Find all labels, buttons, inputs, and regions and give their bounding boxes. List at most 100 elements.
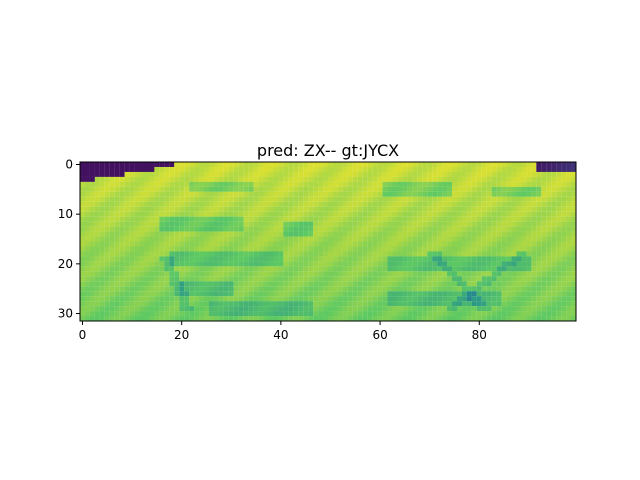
heatmap-cell (288, 201, 294, 207)
heatmap-cell (328, 176, 334, 182)
heatmap-cell (372, 211, 378, 217)
heatmap-cell (124, 311, 130, 317)
heatmap-cell (228, 211, 234, 217)
heatmap-cell (447, 211, 453, 217)
heatmap-cell (169, 281, 175, 287)
heatmap-cell (154, 176, 160, 182)
heatmap-cell (89, 166, 95, 172)
heatmap-cell (313, 186, 319, 192)
heatmap-cell (571, 226, 577, 232)
heatmap-cell (119, 246, 125, 252)
heatmap-cell (541, 181, 547, 187)
heatmap-cell (119, 311, 125, 317)
heatmap-cell (561, 191, 567, 197)
heatmap-cell (491, 286, 497, 292)
heatmap-cell (134, 261, 140, 267)
heatmap-cell (164, 276, 170, 282)
heatmap-cell (194, 266, 200, 272)
heatmap-cell (283, 196, 289, 202)
heatmap-cell (139, 236, 145, 242)
heatmap-cell (278, 216, 284, 222)
heatmap-cell (179, 181, 185, 187)
heatmap-cell (337, 271, 343, 277)
heatmap-cell (347, 166, 353, 172)
heatmap-cell (223, 256, 229, 262)
heatmap-cell (80, 316, 86, 322)
heatmap-cell (456, 271, 462, 277)
heatmap-cell (308, 276, 314, 282)
heatmap-cell (412, 186, 418, 192)
heatmap-cell (174, 316, 180, 322)
heatmap-cell (372, 162, 378, 168)
heatmap-cell (288, 221, 294, 227)
heatmap-cell (437, 291, 443, 297)
heatmap-cell (397, 226, 403, 232)
heatmap-cell (109, 266, 115, 272)
heatmap-cell (372, 196, 378, 202)
heatmap-cell (218, 306, 224, 312)
heatmap-cell (546, 171, 552, 177)
heatmap-cell (174, 296, 180, 302)
heatmap-cell (546, 186, 552, 192)
heatmap-cell (442, 221, 448, 227)
heatmap-cell (516, 186, 522, 192)
heatmap-cell (367, 296, 373, 302)
heatmap-cell (80, 211, 86, 217)
heatmap-cell (352, 281, 358, 287)
heatmap-cell (218, 226, 224, 232)
heatmap-cell (367, 221, 373, 227)
heatmap-cell (382, 221, 388, 227)
heatmap-cell (392, 221, 398, 227)
heatmap-cell (208, 181, 214, 187)
heatmap-cell (536, 256, 542, 262)
heatmap-cell (94, 206, 100, 212)
heatmap-cell (347, 181, 353, 187)
heatmap-cell (258, 281, 264, 287)
heatmap-cell (407, 231, 413, 237)
heatmap-cell (397, 231, 403, 237)
heatmap-cell (437, 266, 443, 272)
heatmap-cell (278, 231, 284, 237)
heatmap-cell (253, 231, 259, 237)
heatmap-cell (283, 286, 289, 292)
heatmap-cell (208, 296, 214, 302)
heatmap-cell (392, 281, 398, 287)
heatmap-cell (258, 251, 264, 257)
heatmap-cell (531, 176, 537, 182)
heatmap-cell (268, 241, 274, 247)
heatmap-cell (223, 171, 229, 177)
heatmap-cell (243, 181, 249, 187)
heatmap-cell (402, 211, 408, 217)
heatmap-cell (104, 316, 110, 322)
heatmap-cell (109, 296, 115, 302)
heatmap-cell (134, 241, 140, 247)
heatmap-cell (432, 206, 438, 212)
heatmap-cell (357, 276, 363, 282)
heatmap-cell (194, 216, 200, 222)
heatmap-cell (213, 301, 219, 307)
heatmap-cell (248, 176, 254, 182)
heatmap-cell (422, 181, 428, 187)
heatmap-cell (194, 171, 200, 177)
heatmap-cell (417, 176, 423, 182)
heatmap-cell (94, 286, 100, 292)
heatmap-cell (323, 316, 329, 322)
heatmap-cell (258, 186, 264, 192)
heatmap-cell (84, 231, 90, 237)
heatmap-cell (164, 291, 170, 297)
heatmap-cell (218, 316, 224, 322)
heatmap-cell (154, 301, 160, 307)
heatmap-cell (432, 291, 438, 297)
heatmap-cell (323, 291, 329, 297)
heatmap-cell (516, 201, 522, 207)
heatmap-cell (308, 261, 314, 267)
heatmap-cell (164, 256, 170, 262)
heatmap-cell (248, 236, 254, 242)
heatmap-cell (129, 231, 135, 237)
heatmap-cell (571, 276, 577, 282)
heatmap-cell (204, 256, 210, 262)
heatmap-cell (571, 286, 577, 292)
heatmap-cell (204, 251, 210, 257)
heatmap-cell (551, 201, 557, 207)
heatmap-cell (466, 206, 472, 212)
